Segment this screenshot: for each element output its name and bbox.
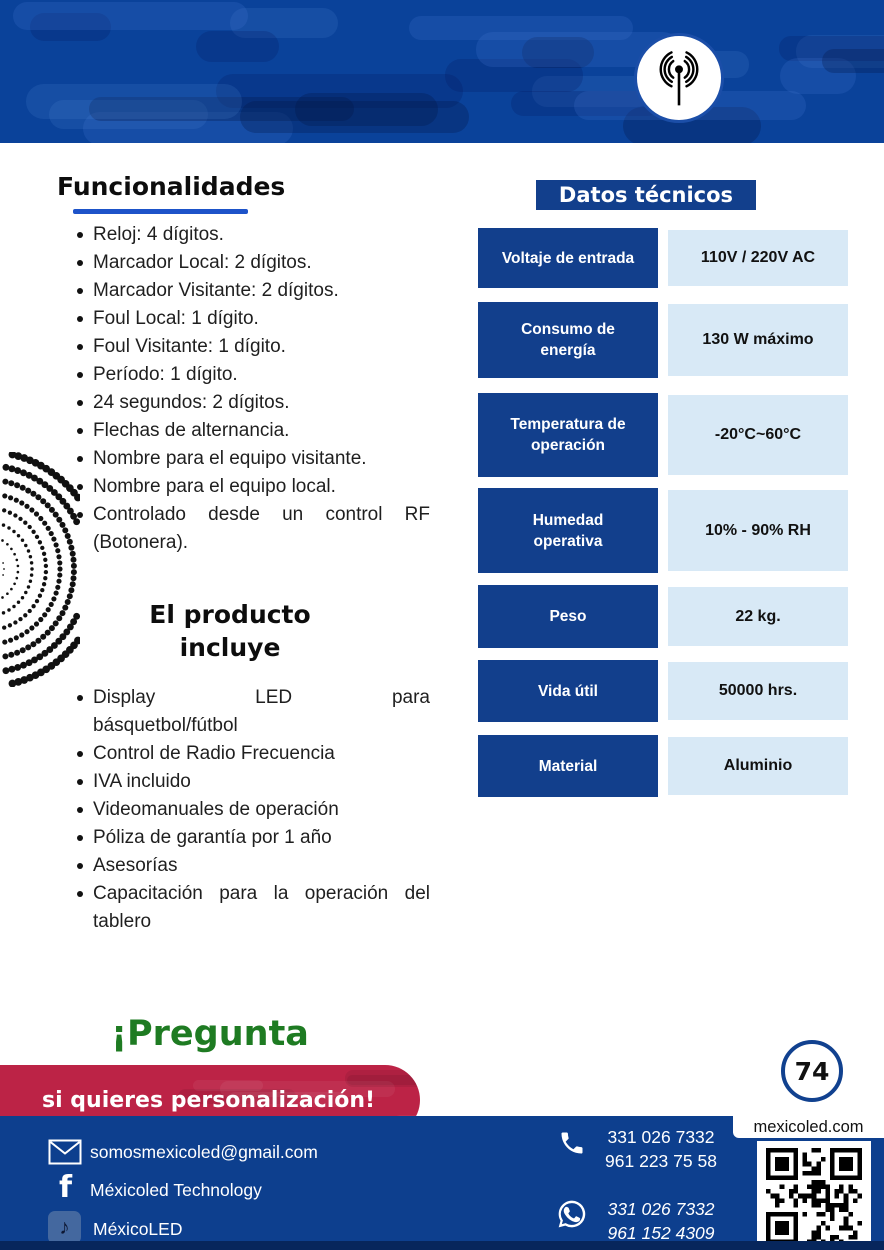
email-link[interactable]: somosmexicoled@gmail.com — [90, 1142, 318, 1162]
product-includes-list: Display LED para básquetbol/fútbol Contr… — [75, 684, 430, 936]
whatsapp-numbers: 331 026 7332 961 152 4309 — [607, 1199, 715, 1243]
table-row: Voltaje de entrada 110V / 220V AC — [478, 228, 848, 288]
list-item: Videomanuales de operación — [75, 796, 430, 824]
rf-antenna-icon — [634, 33, 724, 123]
list-item: Marcador Visitante: 2 dígitos. — [75, 277, 430, 305]
table-row: Humedad operativa 10% - 90% RH — [478, 488, 848, 573]
list-item: 24 segundos: 2 dígitos. — [75, 389, 430, 417]
footer-bar: somosmexicoled@gmail.com f Méxicoled Tec… — [0, 1116, 884, 1250]
whatsapp-icon — [558, 1200, 586, 1228]
list-item: Controlado desde un control RF (Botonera… — [75, 501, 430, 557]
footer-accent-strip — [0, 1241, 884, 1250]
spec-label: Temperatura de operación — [478, 393, 658, 477]
table-row: Consumo de energía 130 W máximo — [478, 302, 848, 378]
spec-value: 10% - 90% RH — [668, 490, 848, 571]
spec-value: 130 W máximo — [668, 304, 848, 376]
spec-value: 110V / 220V AC — [668, 230, 848, 286]
list-item: Capacitación para la operación del table… — [75, 880, 430, 936]
spec-value: 50000 hrs. — [668, 662, 848, 720]
list-item: Nombre para el equipo local. — [75, 473, 430, 501]
table-row: Vida útil 50000 hrs. — [478, 660, 848, 722]
facebook-link[interactable]: Méxicoled Technology — [90, 1180, 262, 1200]
table-row: Material Aluminio — [478, 735, 848, 797]
list-item: IVA incluido — [75, 768, 430, 796]
phone-icon — [561, 1132, 583, 1154]
spec-label: Voltaje de entrada — [478, 228, 658, 288]
header-banner — [0, 0, 884, 143]
dots-spiral-decoration — [1, 452, 80, 687]
list-item: Marcador Local: 2 dígitos. — [75, 249, 430, 277]
qr-code — [757, 1141, 871, 1250]
spec-value: -20°C~60°C — [668, 395, 848, 475]
list-item: Display LED para básquetbol/fútbol — [75, 684, 430, 740]
email-icon — [48, 1139, 82, 1165]
list-item: Nombre para el equipo visitante. — [75, 445, 430, 473]
cta-subline: si quieres personalización! — [42, 1087, 376, 1113]
table-row: Temperatura de operación -20°C~60°C — [478, 393, 848, 477]
functionalities-title: Funcionalidades — [57, 172, 286, 201]
tiktok-icon: ♪ — [48, 1211, 81, 1244]
tiktok-link[interactable]: MéxicoLED — [93, 1219, 183, 1239]
spec-label: Vida útil — [478, 660, 658, 722]
list-item: Flechas de alternancia. — [75, 417, 430, 445]
product-includes-title: El producto incluye — [149, 600, 311, 662]
tech-specs-table: Voltaje de entrada 110V / 220V AC Consum… — [478, 228, 848, 797]
list-item: Período: 1 dígito. — [75, 361, 430, 389]
list-item: Foul Local: 1 dígito. — [75, 305, 430, 333]
facebook-icon: f — [59, 1170, 73, 1205]
spec-value: Aluminio — [668, 737, 848, 795]
tech-specs-title: Datos técnicos — [536, 180, 756, 210]
title-underline — [73, 209, 248, 214]
spec-label: Humedad operativa — [478, 488, 658, 573]
website-link[interactable]: mexicoled.com — [733, 1116, 884, 1138]
spec-label: Consumo de energía — [478, 302, 658, 378]
spec-value: 22 kg. — [668, 587, 848, 646]
table-row: Peso 22 kg. — [478, 585, 848, 648]
list-item: Asesorías — [75, 852, 430, 880]
list-item: Foul Visitante: 1 dígito. — [75, 333, 430, 361]
functionalities-list: Reloj: 4 dígitos. Marcador Local: 2 dígi… — [75, 221, 430, 557]
cta-headline: ¡Pregunta — [111, 1014, 309, 1054]
list-item: Reloj: 4 dígitos. — [75, 221, 430, 249]
list-item: Póliza de garantía por 1 año — [75, 824, 430, 852]
spec-label: Material — [478, 735, 658, 797]
list-item: Control de Radio Frecuencia — [75, 740, 430, 768]
phone-numbers: 331 026 7332 961 223 75 58 — [605, 1127, 717, 1171]
page-number-badge: 74 — [781, 1040, 843, 1102]
spec-label: Peso — [478, 585, 658, 648]
